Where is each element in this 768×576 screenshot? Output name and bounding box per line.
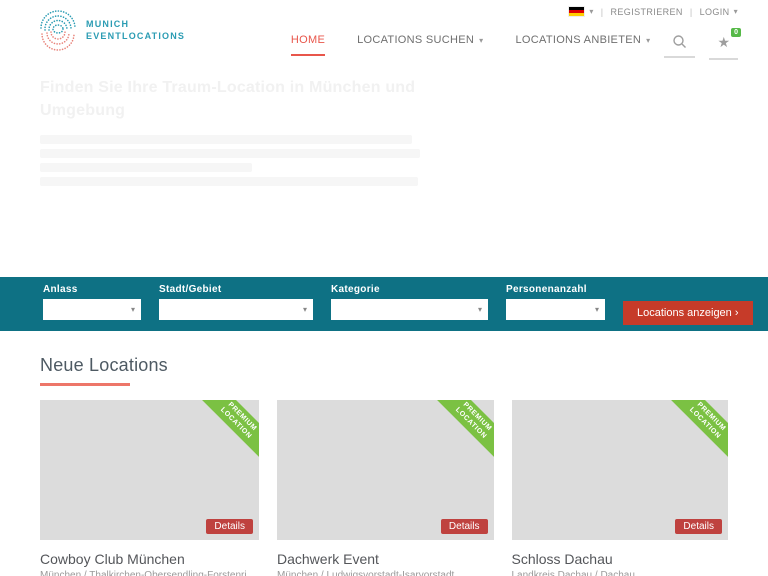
nav-item-locations-anbieten[interactable]: LOCATIONS ANBIETEN ▾ xyxy=(515,34,651,46)
personenanzahl-select[interactable]: ▾ xyxy=(506,299,605,320)
filter-anlass: Anlass ▾ xyxy=(43,284,141,320)
chevron-down-icon: ▾ xyxy=(733,7,738,16)
details-button[interactable]: Details xyxy=(440,519,488,534)
star-icon: ★ xyxy=(717,34,730,50)
location-cards: PREMIUM LOCATION Details Cowboy Club Mün… xyxy=(40,400,728,576)
kategorie-label: Kategorie xyxy=(331,284,380,295)
logo-spiral-icon xyxy=(40,10,76,51)
chevron-down-icon: ▾ xyxy=(646,35,651,45)
hero-text-line xyxy=(40,149,420,159)
anlass-select-input[interactable] xyxy=(43,299,141,320)
location-card-title[interactable]: Schloss Dachau xyxy=(511,551,613,567)
location-card-image: PREMIUM LOCATION Details xyxy=(511,400,728,540)
premium-ribbon: PREMIUM LOCATION xyxy=(195,400,259,465)
chevron-down-icon: ▾ xyxy=(589,7,594,16)
filter-kategorie: Kategorie ▾ xyxy=(331,284,488,320)
separator: | xyxy=(689,6,693,17)
search-button[interactable] xyxy=(664,34,696,58)
location-card[interactable]: PREMIUM LOCATION Details Dachwerk Event … xyxy=(277,400,494,576)
search-icon xyxy=(673,35,687,48)
details-button[interactable]: Details xyxy=(206,519,253,534)
location-card-image: PREMIUM LOCATION Details xyxy=(277,400,494,540)
nav-item-home[interactable]: HOME xyxy=(290,34,326,56)
hero-text-line xyxy=(40,177,418,187)
top-meta-bar: ▾ | REGISTRIEREN | LOGIN ▾ xyxy=(568,6,738,17)
separator: | xyxy=(600,6,604,17)
german-flag-icon xyxy=(568,6,586,17)
filter-stadt: Stadt/Gebiet ▾ xyxy=(159,284,313,320)
location-card-district: München / Ludwigsvorstadt-Isarvorstadt xyxy=(277,570,455,576)
favorites-button[interactable]: ★ 0 xyxy=(709,28,741,60)
hero-text-line xyxy=(40,163,252,173)
details-button[interactable]: Details xyxy=(675,519,722,534)
stadt-label: Stadt/Gebiet xyxy=(159,284,222,295)
location-card-image: PREMIUM LOCATION Details xyxy=(40,400,259,540)
locations-anzeigen-button[interactable]: Locations anzeigen › xyxy=(623,301,753,325)
hero-section: Finden Sie Ihre Traum-Location in Münche… xyxy=(0,64,768,277)
chevron-down-icon: ▾ xyxy=(479,35,484,45)
stadt-select-input[interactable] xyxy=(159,299,313,320)
location-card-title[interactable]: Cowboy Club München xyxy=(40,551,185,567)
location-card[interactable]: PREMIUM LOCATION Details Cowboy Club Mün… xyxy=(40,400,259,576)
new-locations-section: Neue Locations PREMIUM LOCATION Details … xyxy=(0,331,768,576)
premium-ribbon: PREMIUM LOCATION xyxy=(664,400,728,465)
login-link[interactable]: LOGIN ▾ xyxy=(699,6,738,17)
site-header: MUNICH EVENTLOCATIONS ▾ | REGISTRIEREN |… xyxy=(0,0,768,64)
hero-heading: Finden Sie Ihre Traum-Location in Münche… xyxy=(40,79,416,120)
anlass-select[interactable]: ▾ xyxy=(43,299,141,320)
kategorie-select-input[interactable] xyxy=(331,299,488,320)
filter-personenanzahl: Personenanzahl ▾ xyxy=(506,284,605,320)
hero-paragraph-placeholder xyxy=(40,135,728,187)
premium-ribbon: PREMIUM LOCATION xyxy=(429,400,494,465)
section-title: Neue Locations xyxy=(40,355,168,375)
hero-text-line xyxy=(40,135,412,145)
location-card-district: Landkreis Dachau / Dachau xyxy=(511,570,635,576)
brand-name: MUNICH EVENTLOCATIONS xyxy=(86,18,186,41)
section-title-underline xyxy=(40,383,130,386)
favorites-count-badge: 0 xyxy=(731,28,741,37)
register-link[interactable]: REGISTRIEREN xyxy=(610,6,683,17)
anlass-label: Anlass xyxy=(43,284,78,295)
personenanzahl-label: Personenanzahl xyxy=(506,284,587,295)
location-card-district: München / Thalkirchen-Obersendling-Forst… xyxy=(40,570,259,576)
location-card-title[interactable]: Dachwerk Event xyxy=(277,551,379,567)
location-filter-bar: Anlass ▾ Stadt/Gebiet ▾ Kategorie ▾ Pers… xyxy=(0,277,768,331)
personenanzahl-select-input[interactable] xyxy=(506,299,605,320)
main-nav: HOME LOCATIONS SUCHEN ▾ LOCATIONS ANBIET… xyxy=(259,28,741,60)
brand-logo[interactable]: MUNICH EVENTLOCATIONS xyxy=(36,8,185,52)
nav-item-locations-suchen[interactable]: LOCATIONS SUCHEN ▾ xyxy=(357,34,484,46)
kategorie-select[interactable]: ▾ xyxy=(331,299,488,320)
stadt-select[interactable]: ▾ xyxy=(159,299,313,320)
location-card[interactable]: PREMIUM LOCATION Details Schloss Dachau … xyxy=(511,400,728,576)
language-selector[interactable]: ▾ xyxy=(568,6,593,17)
